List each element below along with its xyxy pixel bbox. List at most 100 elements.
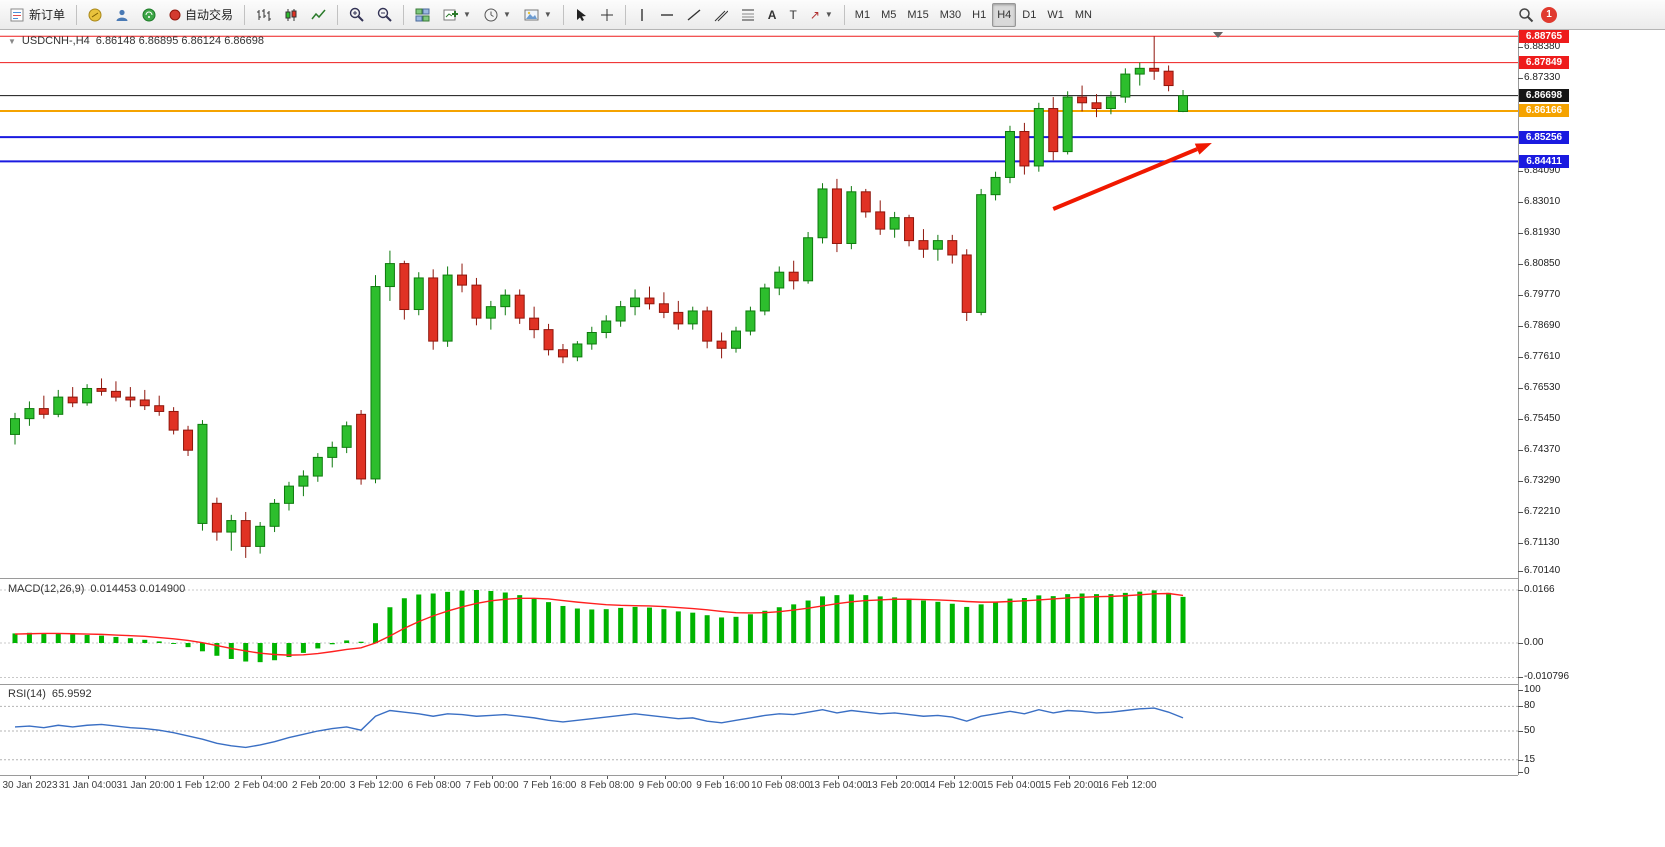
candle-body (514, 294, 525, 319)
timeframe-h4-button[interactable]: H4 (992, 2, 1017, 27)
label-tool-button[interactable]: T (783, 3, 802, 27)
channel-tool-button[interactable] (708, 3, 734, 27)
price-level-badge: 6.87849 (1519, 56, 1569, 70)
zoom-in-icon (349, 7, 364, 22)
new-chart-button[interactable]: ▼ (437, 3, 477, 27)
time-label: 2 Feb 04:00 (234, 780, 288, 791)
timeframe-m1-button[interactable]: M1 (854, 8, 871, 21)
macd-tick-mark (1518, 677, 1523, 679)
time-label: 2 Feb 20:00 (292, 780, 346, 791)
price-tick: 6.72210 (1524, 505, 1561, 517)
candle-body (904, 217, 915, 242)
search-button[interactable] (1512, 3, 1540, 27)
horizontal-line-icon (660, 10, 674, 20)
zoom-out-button[interactable] (371, 3, 398, 27)
price-level-badge: 6.88765 (1519, 29, 1569, 43)
tile-windows-button[interactable] (409, 3, 436, 27)
time-label: 7 Feb 00:00 (465, 780, 519, 791)
time-axis[interactable]: 30 Jan 2023 31 Jan 04:00 31 Jan 20:00 1 Feb… (0, 776, 1518, 796)
candle-body (803, 237, 814, 282)
vertical-line-tool-button[interactable] (631, 3, 653, 27)
time-tick-mark (30, 776, 31, 779)
line-chart-mode-button[interactable] (305, 3, 332, 27)
metaeditor-button[interactable] (82, 3, 108, 27)
timeframe-m5-button[interactable]: M5 (881, 8, 897, 21)
time-tick-mark (434, 776, 436, 779)
bar-chart-mode-button[interactable] (250, 3, 277, 27)
candle-body (384, 263, 395, 288)
timeframe-m15-button[interactable]: M15 (907, 8, 929, 21)
rsi-panel[interactable] (0, 686, 1518, 774)
profile-button[interactable] (109, 3, 135, 27)
candle-body (211, 502, 222, 533)
text-tool-button[interactable]: A (762, 3, 783, 27)
candle-body (125, 396, 136, 401)
time-tick-mark (838, 776, 840, 779)
candle-body (860, 191, 871, 213)
candle-body (716, 340, 727, 349)
timeframe-m30-button[interactable]: M30 (939, 8, 962, 21)
candle-body (644, 297, 655, 305)
macd-indicator-label: MACD(12,26,9) (8, 583, 85, 595)
time-tick-mark (607, 776, 609, 779)
template-button[interactable]: ▼ (518, 3, 558, 27)
candle-body (67, 396, 78, 404)
price-tick: 6.73290 (1524, 474, 1561, 486)
candle-body (687, 310, 698, 325)
fibonacci-tool-button[interactable] (735, 3, 761, 27)
panel-divider[interactable] (0, 684, 1518, 685)
community-button[interactable] (136, 3, 162, 27)
chart-title-marker-icon: ▼ (8, 36, 16, 46)
price-tick: 6.87330 (1524, 71, 1561, 83)
trend-arrow-head[interactable] (1194, 142, 1212, 155)
price-tick-mark (1518, 294, 1523, 296)
period-clock-button[interactable]: ▼ (478, 3, 517, 27)
candle-body (356, 413, 367, 480)
macd-panel[interactable] (0, 580, 1518, 684)
price-tick-mark (1518, 263, 1523, 265)
trend-arrow-line[interactable] (1052, 147, 1198, 211)
notification-badge[interactable]: 1 (1541, 6, 1557, 23)
auto-trading-button[interactable]: 自动交易 (163, 3, 239, 27)
price-tick-mark (1518, 449, 1523, 451)
zoom-in-button[interactable] (343, 3, 370, 27)
rsi-label-row: RSI(14) 65.9592 (8, 688, 92, 700)
tile-windows-icon (415, 8, 430, 22)
timeframe-d1-button[interactable]: D1 (1022, 8, 1037, 21)
candlestick-mode-button[interactable] (278, 3, 304, 27)
candle-body (731, 330, 741, 349)
arrows-tool-button[interactable]: ↗ ▼ (804, 3, 839, 27)
cursor-tool-button[interactable] (569, 3, 593, 27)
price-level-badge: 6.86166 (1519, 104, 1569, 118)
main-chart-canvas[interactable] (0, 31, 1518, 578)
timeframe-mn-button[interactable]: MN (1074, 8, 1092, 21)
time-label: 8 Feb 08:00 (580, 780, 635, 791)
candle-body (673, 311, 684, 325)
toolbar-separator (843, 4, 845, 25)
trendline-tool-button[interactable] (681, 3, 707, 27)
cursor-icon (575, 8, 587, 22)
candle-body (889, 217, 900, 230)
chart-shift-marker-icon[interactable] (1213, 32, 1223, 38)
time-tick-mark (145, 776, 147, 779)
panel-divider[interactable] (0, 578, 1518, 579)
candle-body (24, 408, 35, 420)
timeframe-h1-button[interactable]: H1 (972, 8, 987, 21)
candle-body (226, 520, 237, 533)
new-order-button[interactable]: 新订单 (4, 3, 71, 27)
macd-tick: -0.010796 (1524, 671, 1570, 683)
rsi-tick: 50 (1524, 725, 1536, 736)
line-chart-icon (311, 8, 326, 22)
timeframe-w1-button[interactable]: W1 (1047, 8, 1064, 21)
price-level-badge: 6.84411 (1519, 154, 1569, 168)
symbol-period-label: USDCNH-,H4 (21, 35, 90, 47)
horizontal-line-tool-button[interactable] (654, 3, 680, 27)
ohlc-values: 6.86148 6.86895 6.86124 6.86698 (95, 35, 264, 47)
candle-body (875, 211, 886, 230)
time-label: 13 Feb 20:00 (866, 780, 926, 791)
price-tick-mark (1518, 387, 1523, 389)
candle-body (500, 294, 511, 308)
crosshair-tool-button[interactable] (594, 3, 620, 27)
candle-body (139, 399, 150, 407)
candle-body (38, 408, 49, 415)
